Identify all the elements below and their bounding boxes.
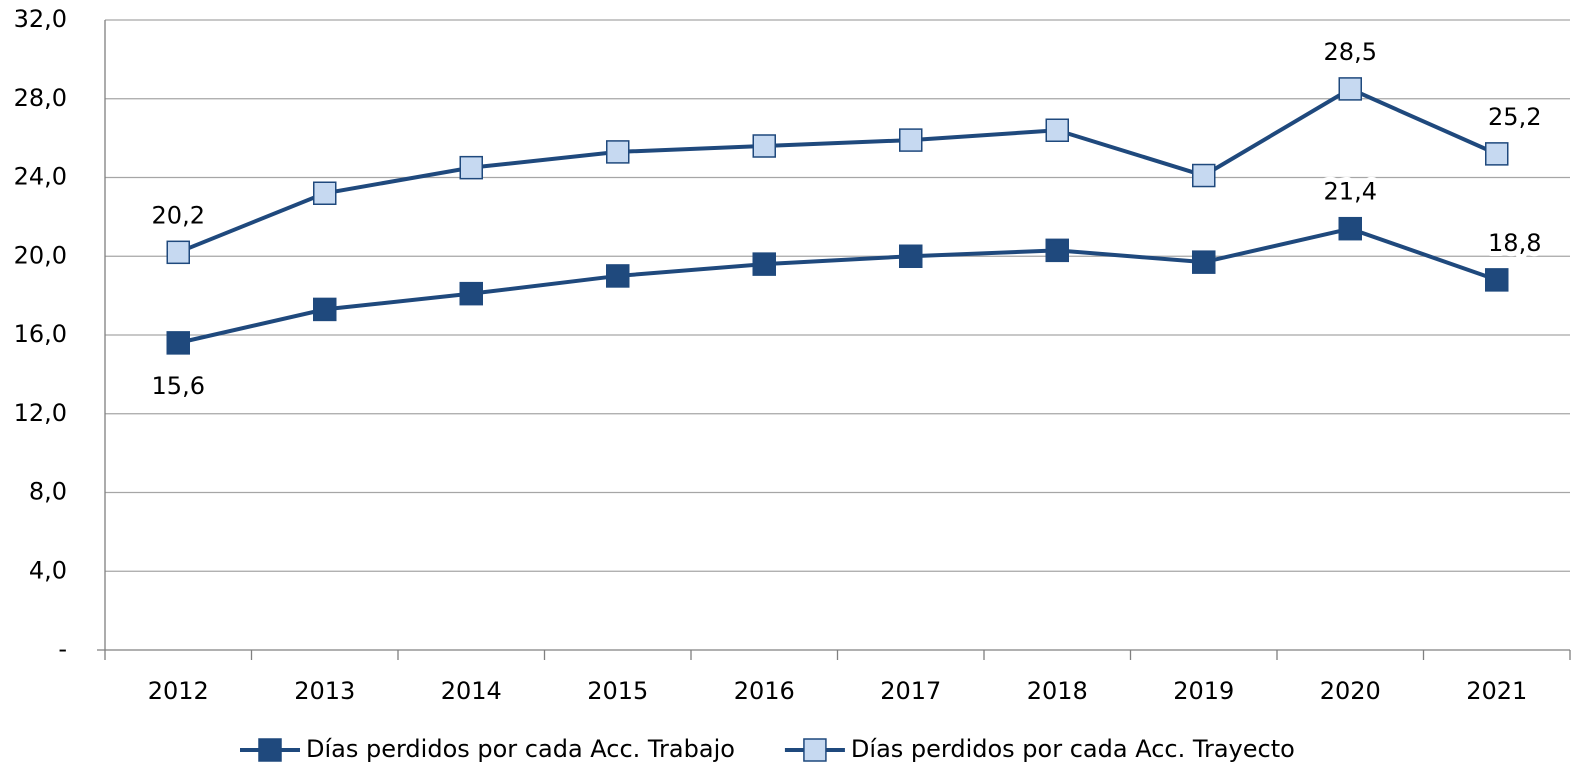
marker xyxy=(166,331,190,355)
marker xyxy=(1485,268,1509,292)
x-tick-label: 2019 xyxy=(1173,677,1234,705)
marker xyxy=(606,264,630,288)
x-tick-label: 2013 xyxy=(294,677,355,705)
data-label: 28,5 xyxy=(1324,38,1377,66)
series-line xyxy=(177,86,1498,255)
data-label: 25,2 xyxy=(1488,103,1541,131)
y-tick-label: 24,0 xyxy=(14,163,67,191)
marker xyxy=(606,140,630,164)
y-tick-label: - xyxy=(58,635,67,663)
marker xyxy=(1485,142,1509,166)
marker xyxy=(1192,163,1216,188)
data-label: 21,4 xyxy=(1324,178,1377,206)
legend-label: Días perdidos por cada Acc. Trayecto xyxy=(851,735,1295,763)
y-tick-label: 16,0 xyxy=(14,320,67,348)
data-label: 18,8 xyxy=(1488,229,1541,257)
marker xyxy=(899,128,923,152)
y-tick-label: 32,0 xyxy=(14,5,67,33)
marker xyxy=(1338,77,1362,101)
marker xyxy=(1192,250,1216,274)
x-tick-label: 2016 xyxy=(734,677,795,705)
y-tick-label: 8,0 xyxy=(29,478,67,506)
marker xyxy=(166,240,190,265)
data-label: 15,6 xyxy=(152,372,205,400)
marker xyxy=(1045,118,1069,142)
x-tick-label: 2012 xyxy=(148,677,209,705)
x-tick-label: 2014 xyxy=(441,677,502,705)
x-tick-label: 2017 xyxy=(880,677,941,705)
legend-marker xyxy=(803,738,827,762)
y-tick-label: 28,0 xyxy=(14,84,67,112)
marker xyxy=(752,252,776,276)
marker xyxy=(752,134,776,158)
x-tick-label: 2020 xyxy=(1320,677,1381,705)
y-tick-label: 20,0 xyxy=(14,241,67,269)
legend-label: Días perdidos por cada Acc. Trabajo xyxy=(306,735,735,763)
y-tick-label: 12,0 xyxy=(14,399,67,427)
marker xyxy=(313,181,337,205)
series-line xyxy=(177,226,1498,345)
x-tick-label: 2015 xyxy=(587,677,648,705)
x-tick-label: 2018 xyxy=(1027,677,1088,705)
marker xyxy=(1045,238,1069,263)
x-tick-label: 2021 xyxy=(1466,677,1527,705)
data-label: 20,2 xyxy=(152,201,205,229)
marker xyxy=(459,281,483,306)
legend-marker xyxy=(258,738,282,762)
y-tick-label: 4,0 xyxy=(29,556,67,584)
marker xyxy=(899,244,923,268)
marker xyxy=(459,155,483,180)
marker xyxy=(313,297,337,322)
marker xyxy=(1338,216,1362,241)
